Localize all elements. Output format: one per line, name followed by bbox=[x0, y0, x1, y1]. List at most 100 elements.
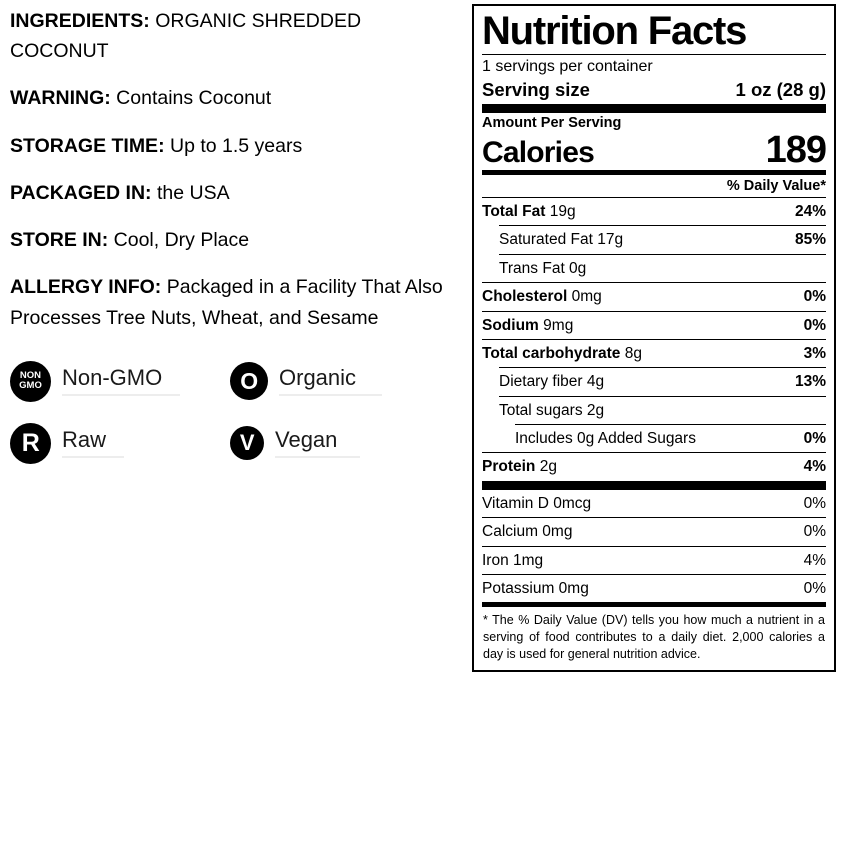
divider-under-dv-header bbox=[482, 197, 826, 199]
vitamin-row-iron: Iron 1mg 4% bbox=[482, 547, 826, 574]
amount-per-serving-label: Amount Per Serving bbox=[482, 114, 622, 131]
divider-row bbox=[482, 310, 826, 312]
nutrient-row-protein: Protein 2g 4% bbox=[482, 453, 826, 480]
calories-row: Calories 189 bbox=[482, 128, 827, 171]
daily-value-header: % Daily Value* bbox=[726, 178, 826, 195]
nutrient-name-protein: Protein 2g bbox=[482, 458, 557, 476]
vitamin-pct-iron: 4% bbox=[803, 551, 826, 569]
info-label-packaged-in: PACKAGED IN: bbox=[10, 181, 152, 204]
divider-thick-above-calories bbox=[482, 103, 826, 113]
daily-value-footnote: * The % Daily Value (DV) tells you how m… bbox=[483, 613, 825, 661]
raw-badge-icon: R bbox=[10, 422, 51, 464]
certification-badges: NON GMO Non-GMO O Organic bbox=[10, 360, 462, 464]
nutrient-pct-saturated-fat: 85% bbox=[794, 231, 826, 249]
nutrient-pct-total-fat: 24% bbox=[794, 203, 826, 221]
serving-size-value: 1 oz (28 g) bbox=[735, 78, 826, 100]
badge-underline-organic bbox=[279, 394, 382, 397]
nutrient-name-cholesterol: Cholesterol 0mg bbox=[482, 288, 602, 306]
vitamin-name-iron: Iron 1mg bbox=[482, 551, 544, 569]
non-gmo-glyph-top: NON bbox=[19, 370, 42, 382]
divider-above-footnote bbox=[482, 602, 826, 608]
badge-raw: R Raw bbox=[10, 422, 200, 464]
non-gmo-badge-icon: NON GMO bbox=[10, 360, 51, 402]
badge-vegan: V Vegan bbox=[230, 426, 420, 461]
divider-under-title bbox=[482, 53, 826, 55]
vitamin-pct-vitamin-d: 0% bbox=[803, 494, 826, 512]
nutrient-name-total-sugars: Total sugars 2g bbox=[499, 401, 605, 419]
badge-label-vegan: Vegan bbox=[275, 427, 338, 453]
badge-underline-vegan bbox=[275, 456, 360, 459]
info-label-warning: WARNING: bbox=[10, 87, 111, 110]
nutrient-pct-total-carbohydrate: 3% bbox=[803, 344, 826, 362]
divider-row bbox=[499, 395, 826, 397]
nutrient-row-total-fat: Total Fat 19g 24% bbox=[482, 198, 826, 225]
nutrient-row-trans-fat: Trans Fat 0g bbox=[482, 255, 826, 282]
info-value-storage-time: Up to 1.5 years bbox=[169, 134, 303, 157]
divider-row bbox=[499, 367, 826, 369]
info-value-warning: Contains Coconut bbox=[116, 87, 272, 110]
serving-size-label: Serving size bbox=[482, 78, 590, 100]
vitamin-pct-potassium: 0% bbox=[803, 579, 826, 597]
badge-label-organic: Organic bbox=[279, 365, 357, 391]
info-line-store-in: STORE IN: Cool, Dry Place bbox=[10, 225, 462, 255]
divider-row bbox=[482, 517, 826, 519]
info-value-allergy-info: Packaged in a Facility That Also Process… bbox=[10, 276, 443, 329]
divider-row bbox=[499, 253, 826, 255]
nutrient-name-sodium: Sodium 9mg bbox=[482, 316, 574, 334]
divider-row bbox=[482, 573, 826, 575]
nutrition-facts-title: Nutrition Facts bbox=[482, 9, 747, 53]
divider-row bbox=[482, 452, 826, 454]
nutrient-row-added-sugars: Includes 0g Added Sugars 0% bbox=[482, 425, 826, 452]
info-label-store-in: STORE IN: bbox=[10, 229, 109, 252]
divider-below-calories bbox=[482, 170, 826, 176]
vitamin-pct-calcium: 0% bbox=[803, 523, 826, 541]
badge-organic: O Organic bbox=[230, 362, 420, 401]
badge-underline-non-gmo bbox=[62, 394, 180, 397]
badge-row-top: NON GMO Non-GMO O Organic bbox=[10, 360, 462, 402]
nutrient-row-sodium: Sodium 9mg 0% bbox=[482, 312, 826, 339]
nutrition-facts-panel: Nutrition Facts 1 servings per container… bbox=[472, 4, 836, 673]
divider-row bbox=[482, 338, 826, 340]
nutrient-name-total-carbohydrate: Total carbohydrate 8g bbox=[482, 344, 642, 362]
calories-value: 189 bbox=[765, 128, 827, 171]
vitamin-row-calcium: Calcium 0mg 0% bbox=[482, 518, 826, 545]
nutrient-pct-dietary-fiber: 13% bbox=[794, 373, 826, 391]
badge-label-raw: Raw bbox=[62, 427, 107, 453]
info-value-ingredients: ORGANIC SHREDDED COCONUT bbox=[10, 10, 362, 63]
vitamin-row-vitamin-d: Vitamin D 0mcg 0% bbox=[482, 490, 826, 517]
product-info-panel: INGREDIENTS: ORGANIC SHREDDED COCONUT WA… bbox=[10, 6, 462, 485]
info-value-store-in: Cool, Dry Place bbox=[113, 229, 250, 252]
divider-row bbox=[482, 282, 826, 284]
badge-non-gmo: NON GMO Non-GMO bbox=[10, 360, 200, 402]
info-value-packaged-in: the USA bbox=[156, 181, 230, 204]
organic-badge-icon: O bbox=[230, 362, 268, 401]
nutrient-name-dietary-fiber: Dietary fiber 4g bbox=[499, 373, 605, 391]
divider-row bbox=[499, 225, 826, 227]
divider-thick-above-vitamins bbox=[482, 480, 826, 490]
vitamin-row-potassium: Potassium 0mg 0% bbox=[482, 575, 826, 602]
organic-glyph: O bbox=[240, 367, 258, 394]
info-label-allergy-info: ALLERGY INFO: bbox=[10, 276, 162, 299]
badge-label-non-gmo: Non-GMO bbox=[62, 365, 163, 391]
info-line-allergy-info: ALLERGY INFO: Packaged in a Facility Tha… bbox=[10, 272, 462, 332]
nutrient-pct-sodium: 0% bbox=[803, 316, 826, 334]
nutrient-pct-added-sugars: 0% bbox=[803, 430, 826, 448]
nutrient-pct-protein: 4% bbox=[803, 458, 826, 476]
calories-label: Calories bbox=[482, 136, 595, 170]
nutrient-name-added-sugars: Includes 0g Added Sugars bbox=[515, 430, 696, 448]
vegan-glyph: V bbox=[239, 430, 255, 456]
info-label-storage-time: STORAGE TIME: bbox=[10, 134, 165, 157]
servings-per-container: 1 servings per container bbox=[482, 57, 653, 75]
vitamin-name-calcium: Calcium 0mg bbox=[482, 523, 573, 541]
nutrient-row-cholesterol: Cholesterol 0mg 0% bbox=[482, 283, 826, 310]
divider-row bbox=[482, 545, 826, 547]
nutrient-row-total-carbohydrate: Total carbohydrate 8g 3% bbox=[482, 340, 826, 367]
vegan-badge-icon: V bbox=[230, 426, 264, 461]
divider-row bbox=[515, 424, 826, 426]
nutrient-name-total-fat: Total Fat 19g bbox=[482, 203, 576, 221]
vitamin-name-vitamin-d: Vitamin D 0mcg bbox=[482, 494, 592, 512]
info-line-packaged-in: PACKAGED IN: the USA bbox=[10, 178, 462, 208]
nutrient-row-dietary-fiber: Dietary fiber 4g 13% bbox=[482, 368, 826, 395]
info-line-ingredients: INGREDIENTS: ORGANIC SHREDDED COCONUT bbox=[10, 6, 462, 66]
badge-underline-raw bbox=[62, 456, 124, 459]
